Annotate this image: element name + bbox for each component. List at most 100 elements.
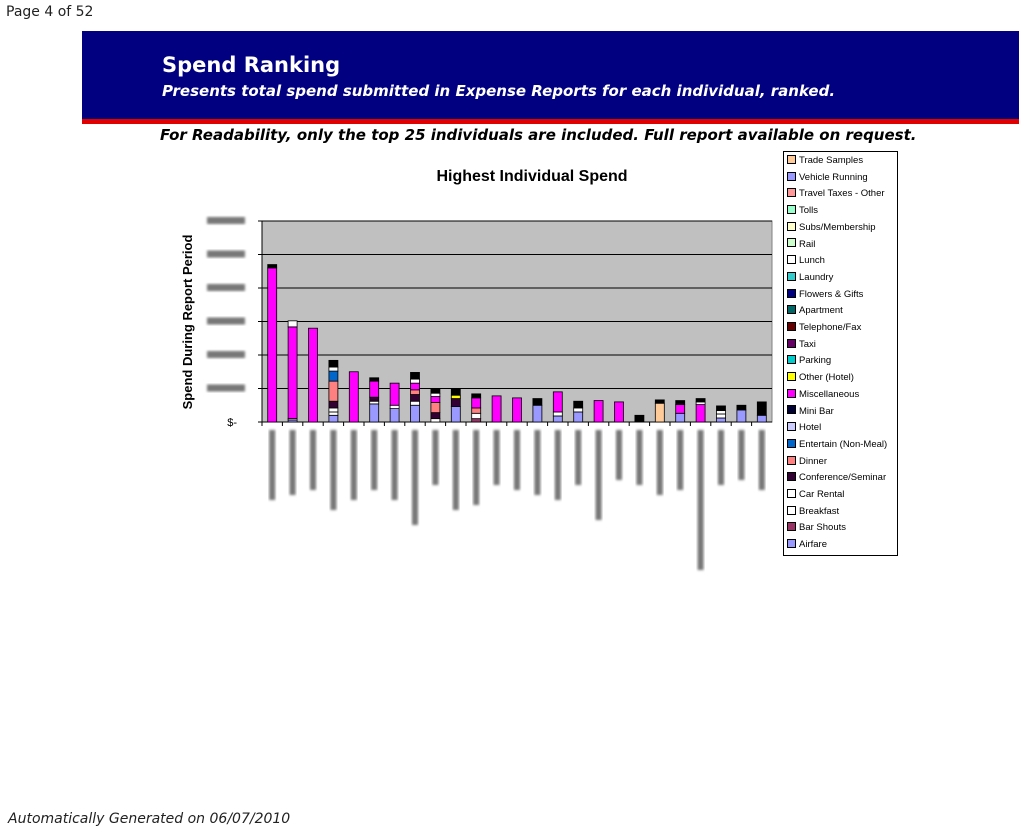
legend-item: Conference/Seminar	[787, 472, 886, 486]
banner-divider	[82, 119, 1019, 124]
bar-segment	[552, 411, 563, 417]
legend-item: Vehicle Running	[787, 171, 868, 186]
y-tick-label: $-	[227, 417, 237, 429]
bar-segment	[328, 407, 339, 413]
legend-item: Bar Shouts	[787, 522, 846, 536]
legend-label: Car Rental	[799, 489, 845, 500]
bar-segment	[532, 404, 543, 423]
x-tick-label-blurred	[718, 430, 724, 485]
legend-label: Hotel	[799, 422, 822, 434]
report-banner: Spend Ranking Presents total spend submi…	[82, 31, 1019, 119]
x-tick-label-blurred	[350, 430, 357, 500]
x-tick-label-blurred	[575, 430, 582, 485]
legend-label: Conference/Seminar	[799, 472, 887, 484]
x-tick-label-blurred	[432, 430, 439, 485]
bar-segment	[532, 398, 543, 406]
legend-label: Telephone/Fax	[799, 322, 862, 333]
page-number: Page 4 of 52	[6, 4, 94, 20]
bar-segment	[430, 396, 441, 403]
bar-segment	[716, 410, 726, 415]
bar-segment	[430, 418, 441, 423]
bar-segment	[348, 371, 359, 423]
legend-swatch	[787, 221, 796, 231]
bar-segment	[369, 396, 380, 402]
legend-label: Breakfast	[799, 505, 840, 517]
legend-swatch	[787, 338, 796, 348]
bar-segment	[369, 403, 380, 423]
legend-swatch	[787, 522, 796, 532]
legend-swatch	[787, 238, 796, 248]
legend-item: Miscellaneous	[787, 388, 860, 403]
legend-label: Dinner	[799, 455, 827, 467]
bar-segment	[410, 378, 420, 384]
bar-segment	[512, 397, 522, 423]
legend-swatch	[787, 321, 796, 331]
x-tick-label-blurred	[514, 430, 520, 490]
bar-segment	[450, 406, 461, 423]
bar-segment	[573, 400, 584, 409]
bar-segment	[654, 399, 665, 404]
bar-segment	[287, 320, 298, 328]
bar-segment	[328, 366, 339, 372]
bar-segment	[634, 414, 645, 423]
bar-segment	[471, 418, 482, 423]
legend-label: Lunch	[799, 255, 825, 267]
bar-segment	[410, 400, 420, 406]
spend-chart: Highest Individual Spend Spend During Rep…	[180, 168, 773, 570]
legend-swatch	[787, 505, 796, 515]
bar-segment	[756, 414, 767, 423]
legend-item: Other (Hotel)	[787, 372, 854, 386]
bar-segment	[369, 377, 380, 382]
legend-label: Mini Bar	[799, 405, 834, 417]
bar-segment	[695, 404, 706, 423]
legend-label: Bar Shouts	[799, 522, 846, 534]
bar-segment	[614, 401, 624, 423]
legend-swatch	[787, 539, 796, 549]
bar-segment	[328, 380, 339, 402]
bar-segment	[328, 400, 339, 409]
legend-label: Travel Taxes - Other	[799, 188, 885, 200]
legend-swatch	[787, 154, 796, 164]
legend-label: Rail	[799, 238, 816, 250]
bar-segment	[450, 398, 461, 407]
bar-segment	[328, 359, 339, 368]
legend-label: Flowers & Gifts	[799, 288, 864, 300]
readability-note: For Readability, only the top 25 individ…	[160, 126, 917, 144]
bar-segment	[430, 402, 441, 414]
legend-swatch	[787, 388, 796, 398]
x-tick-label-blurred	[473, 430, 480, 505]
legend-label: Subs/Membership	[799, 221, 876, 233]
legend-item: Parking	[787, 355, 831, 369]
legend-label: Airfare	[799, 539, 827, 551]
bar-segment	[410, 372, 420, 380]
legend-label: Taxi	[799, 338, 816, 350]
x-tick-label-blurred	[452, 430, 459, 510]
legend-swatch	[787, 488, 796, 498]
legend-swatch	[787, 305, 796, 315]
y-tick-label-blurred	[207, 384, 245, 392]
legend-item: Telephone/Fax	[787, 321, 862, 336]
bar-segment	[471, 412, 482, 420]
bar-segment	[267, 267, 278, 423]
bar-segment	[471, 397, 482, 409]
y-axis-label: Spend During Report Period	[180, 235, 195, 410]
legend-label: Miscellaneous	[799, 388, 860, 400]
legend-label: Vehicle Running	[799, 171, 868, 183]
legend-item: Laundry	[787, 271, 833, 286]
bar-segment	[736, 404, 747, 411]
x-tick-label-blurred	[697, 430, 704, 570]
x-tick-label-blurred	[738, 430, 745, 480]
legend-swatch	[787, 271, 796, 281]
bar-segment	[716, 417, 726, 423]
bar-segment	[410, 394, 420, 402]
legend-swatch	[787, 205, 796, 215]
bar-segment	[430, 388, 441, 394]
x-tick-label-blurred	[330, 430, 337, 510]
bar-segment	[573, 411, 584, 423]
bar-segment	[389, 404, 400, 409]
bar-segment	[491, 395, 502, 423]
legend-label: Parking	[799, 355, 832, 367]
legend-item: Airfare	[787, 539, 827, 553]
legend-label: Apartment	[799, 305, 843, 317]
bar-segment	[675, 400, 686, 405]
